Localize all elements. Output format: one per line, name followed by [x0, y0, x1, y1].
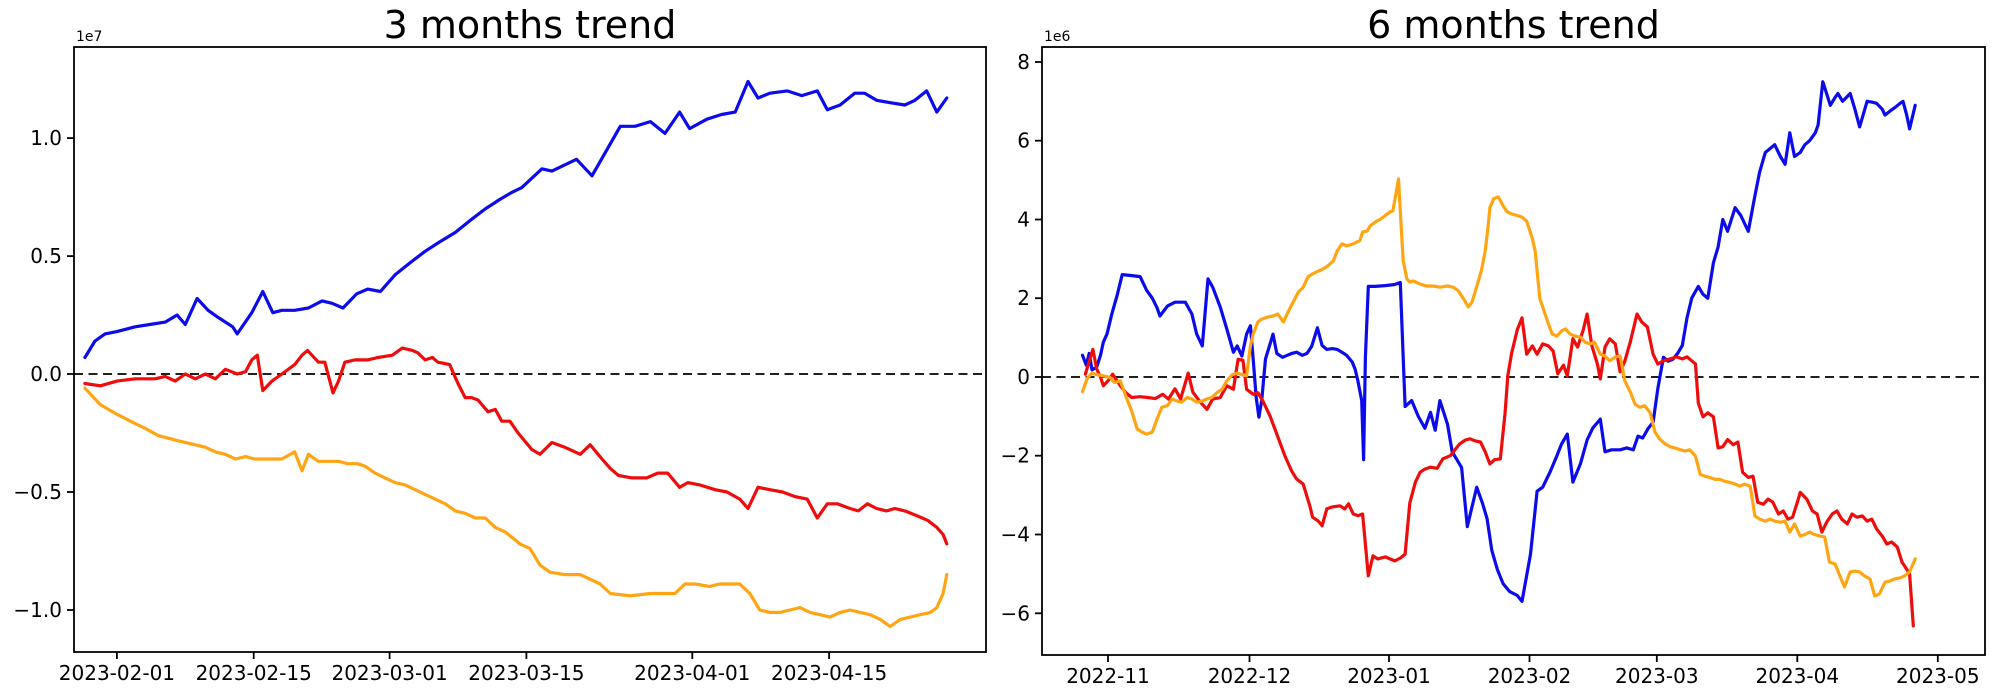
three-months-ytick-label-1: 0.5: [30, 244, 62, 268]
six-months-xtick-label-4: 2023-03: [1615, 664, 1699, 688]
three-months-offset-label: 1e7: [76, 29, 102, 45]
three-months-ytick-label-4: −1.0: [13, 598, 62, 622]
three-months-xtick-label-4: 2023-04-01: [634, 661, 750, 685]
six-months-ytick-label-4: 0: [1017, 365, 1030, 389]
six-months-blue-series-line: [1080, 80, 1917, 604]
six-months-ytick-label-1: 6: [1017, 129, 1030, 153]
three-months-xtick-label-3: 2023-03-15: [468, 661, 584, 685]
six-months-ytick-label-2: 4: [1017, 208, 1030, 232]
three-months-ytick-label-2: 0.0: [30, 362, 62, 386]
three-months-blue-series-line: [83, 79, 949, 360]
three-months-xtick-label-2: 2023-03-01: [331, 661, 447, 685]
three-months-title: 3 months trend: [384, 3, 677, 47]
six-months-ytick-label-0: 8: [1017, 50, 1030, 74]
three-months-xtick-label-1: 2023-02-15: [196, 661, 312, 685]
three-months-ytick-label-3: −0.5: [13, 480, 62, 504]
six-months-xtick-label-5: 2023-04: [1756, 664, 1840, 688]
three-months-xtick-label-5: 2023-04-15: [771, 661, 887, 685]
three-months-plot-border: [73, 46, 987, 653]
three-months-ytick-label-0: 1.0: [30, 126, 62, 150]
six-months-offset-label: 1e6: [1044, 29, 1071, 45]
six-months-ytick-label-3: 2: [1017, 286, 1030, 310]
three-months-orange-series-line: [83, 386, 949, 629]
six-months-orange-series-line: [1080, 177, 1917, 598]
six-months-ytick-label-5: −2: [1001, 444, 1030, 468]
three-months-xtick-label-0: 2023-02-01: [59, 661, 175, 685]
six-months-xtick-label-6: 2023-05: [1896, 664, 1980, 688]
six-months-red-series-line: [1083, 312, 1915, 628]
six-months-ytick-label-6: −4: [1001, 523, 1030, 547]
six-months-xtick-label-2: 2023-01: [1347, 664, 1431, 688]
three-months-red-series-line: [83, 346, 949, 546]
six-months-plot-border: [1041, 46, 1986, 656]
six-months-xtick-label-0: 2022-11: [1066, 664, 1150, 688]
six-months-title: 6 months trend: [1367, 3, 1660, 47]
six-months-xtick-label-3: 2023-02: [1488, 664, 1572, 688]
six-months-xtick-label-1: 2022-12: [1208, 664, 1292, 688]
six-months-ytick-label-7: −6: [1001, 601, 1030, 625]
